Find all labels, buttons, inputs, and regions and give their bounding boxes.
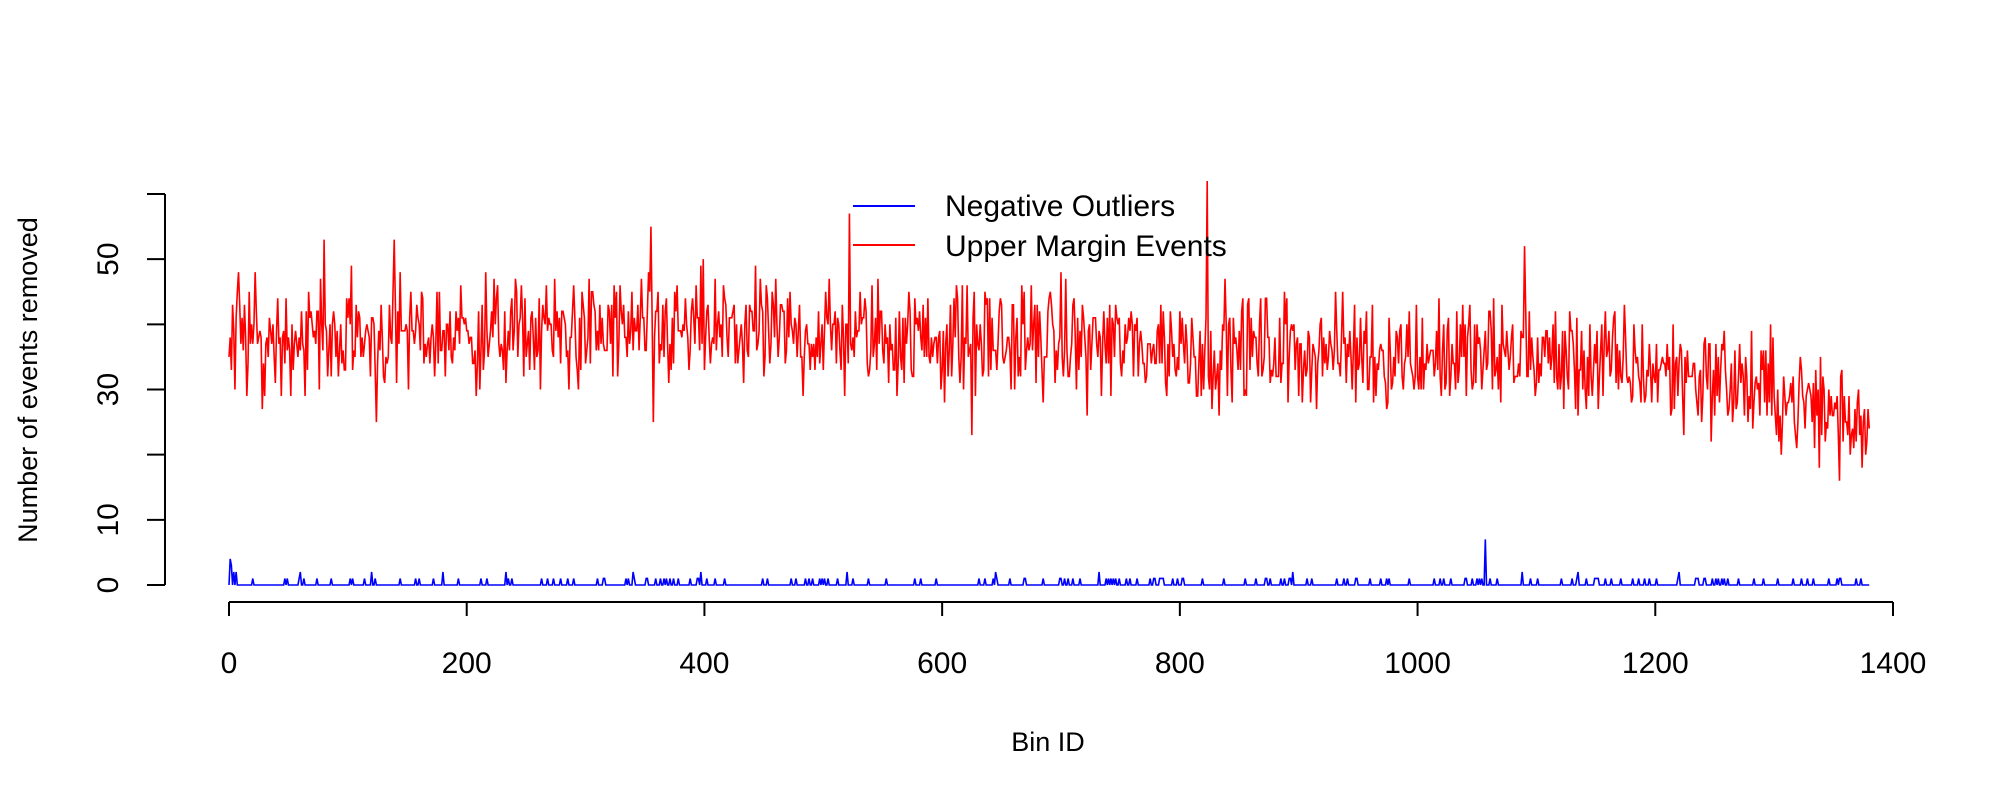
y-tick-label: 30 [92, 373, 125, 406]
series-upper-margin-events-line [228, 180, 1871, 481]
x-axis: 0 200 400 600 800 1000 1200 1400 [221, 601, 1927, 680]
legend-label-upper-margin-events: Upper Margin Events [945, 230, 1227, 263]
x-tick-label: 200 [442, 647, 492, 680]
y-axis-label: Number of events removed [13, 217, 43, 543]
y-tick-label: 10 [92, 503, 125, 536]
legend: Negative Outliers Upper Margin Events [853, 190, 1227, 263]
y-tick-label: 50 [92, 242, 125, 275]
y-axis: 0 10 30 50 [92, 193, 166, 594]
x-tick-label: 1200 [1622, 647, 1689, 680]
x-tick-label: 1400 [1860, 647, 1927, 680]
series-negative-outliers-line [228, 539, 1870, 586]
x-tick-label: 600 [917, 647, 967, 680]
x-axis-label: Bin ID [1011, 727, 1085, 757]
y-tick-label: 0 [92, 577, 125, 594]
x-tick-label: 0 [221, 647, 238, 680]
x-tick-label: 400 [679, 647, 729, 680]
x-tick-label: 1000 [1384, 647, 1451, 680]
x-tick-label: 800 [1155, 647, 1205, 680]
series-layer [228, 180, 1871, 586]
legend-label-negative-outliers: Negative Outliers [945, 190, 1175, 223]
